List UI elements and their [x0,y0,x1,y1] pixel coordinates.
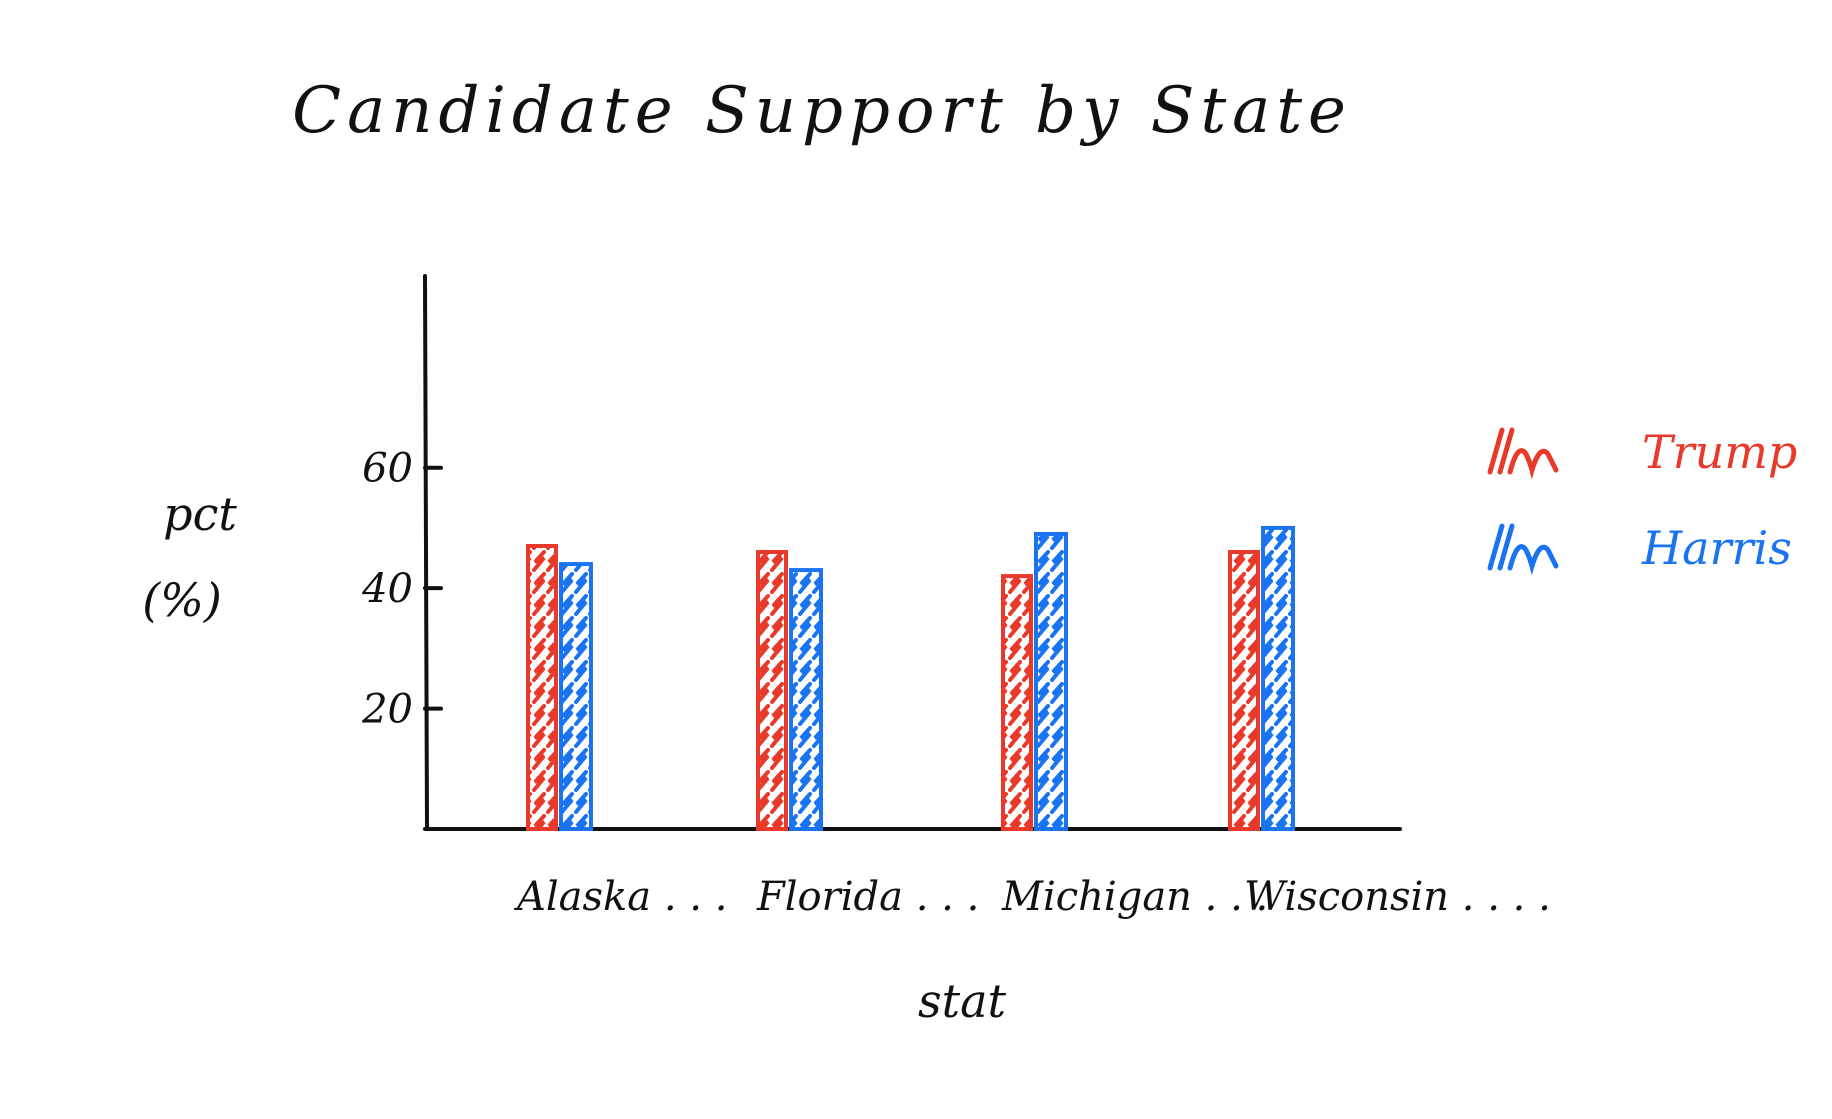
legend: Trump Harris [1487,425,1797,576]
legend-swatch-harris [1487,523,1559,576]
bar-trump-0 [526,543,558,831]
bar-harris-0 [559,562,593,832]
y-ticks: 20 40 60 [361,446,443,733]
y-tick-label-60: 60 [362,446,413,492]
bar-harris-3 [1261,525,1295,832]
bar-trump-3 [1228,550,1260,831]
category-label-2: Michigan . . . [1001,874,1268,920]
category-labels: Alaska . . . Florida . . . Michigan . . .W… [513,874,1551,920]
category-label-3: Wisconsin . . . . [1244,874,1551,920]
y-tick-label-20: 20 [361,687,413,733]
legend-label-harris: Harris [1641,521,1792,575]
bar-harris-1 [789,568,823,831]
category-label-1: Florida . . . [756,874,979,920]
bar-trump-2 [1001,574,1033,831]
y-tick-label-40: 40 [361,566,413,612]
y-axis-label-line2: (%) [142,573,222,627]
bar-harris-2 [1034,531,1068,831]
bar-trump-1 [756,550,788,831]
legend-swatch-trump [1487,427,1559,480]
legend-label-trump: Trump [1642,425,1797,479]
y-axis-line [423,274,429,831]
chart-title: Candidate Support by State [292,74,1352,148]
y-axis-label-line1: pct [163,487,237,541]
bars [526,525,1295,832]
category-label-0: Alaska . . . [513,874,727,920]
x-axis-label: stat [918,974,1007,1028]
